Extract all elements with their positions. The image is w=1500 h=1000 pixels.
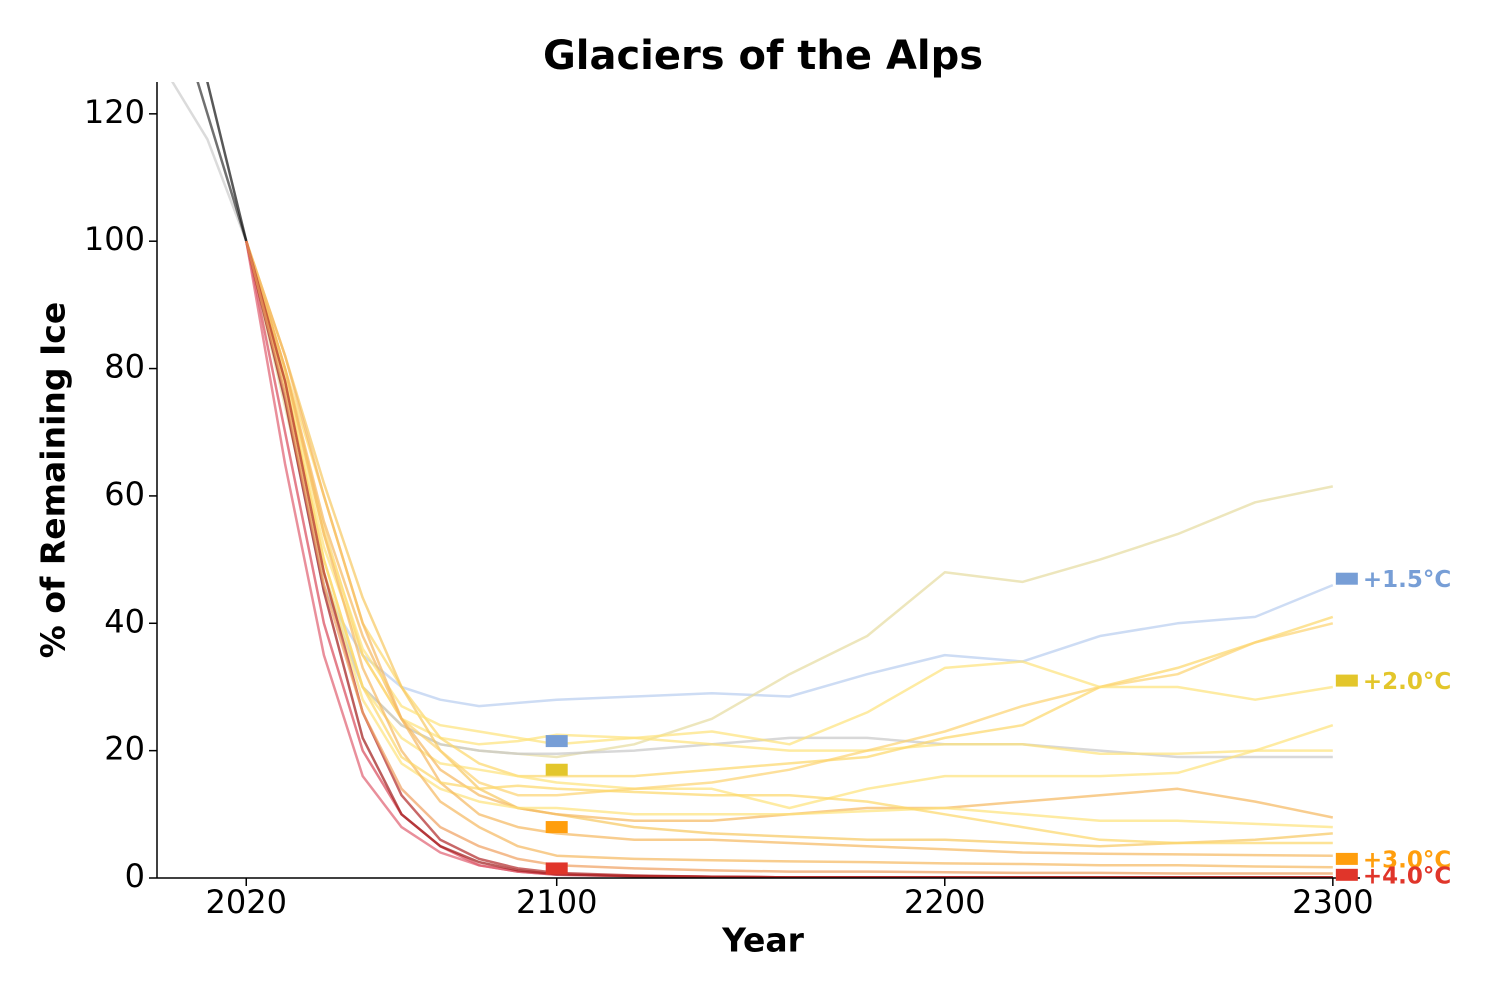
y-tick-label: 100: [84, 220, 145, 258]
x-tick-label: 2020: [206, 883, 287, 921]
run-line: [245, 240, 1333, 829]
y-tick-label: 60: [104, 475, 145, 513]
run-line: [206, 82, 248, 242]
scenario-marker: [1335, 852, 1358, 865]
run-line: [245, 240, 1333, 878]
chart-title: Glaciers of the Alps: [543, 33, 983, 79]
run-line: [245, 240, 1333, 878]
run-line: [245, 240, 1333, 756]
y-tick-label: 20: [104, 730, 145, 768]
scenario-marker: [1335, 868, 1358, 881]
scenario-marker: [545, 763, 568, 776]
run-line: [196, 82, 248, 242]
x-axis-label: Year: [721, 921, 805, 960]
run-line: [245, 240, 1333, 878]
run-line: [245, 240, 1334, 708]
x-tick-label: 2300: [1292, 883, 1373, 921]
run-line: [245, 240, 1333, 878]
scenario-marker: [1335, 572, 1358, 585]
run-line: [245, 240, 1333, 759]
scenario-marker: [545, 821, 568, 834]
run-line: [245, 240, 1333, 869]
run-line: [245, 240, 1334, 822]
run-line: [245, 240, 1334, 759]
scenario-label: +3.0°C: [1363, 847, 1451, 873]
scenario-label: +1.5°C: [1363, 567, 1451, 593]
run-line: [245, 240, 1333, 875]
run-line: [245, 240, 1334, 746]
scenario-marker: [1335, 674, 1358, 687]
run-line: [171, 82, 248, 242]
x-tick-label: 2200: [904, 883, 985, 921]
scenario-marker: [545, 735, 568, 748]
scenario-label: +2.0°C: [1363, 669, 1451, 695]
run-line: [245, 240, 1333, 857]
plot-lines: [171, 82, 1334, 878]
y-tick-label: 80: [104, 348, 145, 386]
y-axis-label: % of Remaining Ice: [34, 302, 73, 658]
x-tick-label: 2100: [516, 883, 597, 921]
y-tick-label: 40: [104, 602, 145, 640]
scenario-marker: [545, 862, 568, 875]
run-line: [245, 240, 1333, 845]
scenario-label: +4.0°C: [1363, 863, 1451, 889]
y-tick-label: 0: [125, 857, 145, 895]
run-line: [245, 240, 1333, 848]
y-tick-label: 120: [84, 93, 145, 131]
run-line: [245, 240, 1334, 797]
